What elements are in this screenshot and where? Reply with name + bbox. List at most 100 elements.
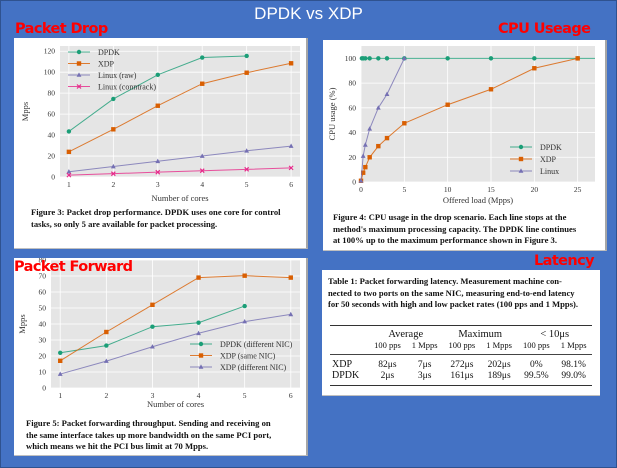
x-tick-label: 20 xyxy=(531,185,539,194)
series-linux-raw- xyxy=(66,143,294,174)
data-point xyxy=(244,53,249,59)
data-point xyxy=(518,168,524,173)
data-point xyxy=(196,320,201,325)
data-point xyxy=(242,273,247,278)
series-linux xyxy=(358,55,407,183)
table-row: DPDK 2μs 3μs 161μs 189μs 99.5% 99.0% xyxy=(330,370,592,386)
table-cell: 99.5% xyxy=(517,370,556,386)
data-point xyxy=(244,166,250,172)
panel-cpu-usage: 0 5 10 15 20 25 0 20 40 60 80 100 Offered load (Mpps… xyxy=(323,40,607,251)
row-header: XDP xyxy=(332,359,353,370)
data-point xyxy=(66,149,72,155)
data-point xyxy=(358,178,364,183)
data-point xyxy=(367,56,372,61)
caption-line: Figure 3: Packet drop performance. DPDK … xyxy=(31,207,281,217)
table-cell: 99.0% xyxy=(555,370,592,386)
subheader: 1 Mpps xyxy=(480,340,518,355)
x-tick-label: 1 xyxy=(67,180,71,189)
subheader: 100 pps xyxy=(517,340,556,355)
legend-item: DPDK (different NIC) xyxy=(190,340,293,349)
legend-label: XDP (same NIC) xyxy=(220,352,276,361)
data-point xyxy=(384,135,390,141)
data-point xyxy=(360,153,366,158)
y-tick-label: 60 xyxy=(48,110,56,119)
data-point xyxy=(445,56,450,61)
data-point xyxy=(288,143,294,148)
caption-fig3: Figure 3: Packet drop performance. DPDK … xyxy=(31,207,303,230)
x-tick-label: 6 xyxy=(289,180,293,189)
data-point xyxy=(199,153,205,158)
legend: DPDK XDP Linux xyxy=(510,143,562,176)
marker-stroke xyxy=(76,84,82,89)
data-point xyxy=(66,169,72,174)
data-point xyxy=(360,170,366,175)
data-point xyxy=(76,72,82,77)
table-cell: 161μs xyxy=(442,370,481,386)
legend-label: Linux xyxy=(540,167,559,176)
data-point xyxy=(58,358,63,363)
data-point xyxy=(518,144,524,150)
table-cell: 98.1% xyxy=(561,359,586,370)
caption-line: Figure 5: Packet forwarding throughput. … xyxy=(26,418,271,428)
legend-item: DPDK xyxy=(68,48,120,57)
legend-item: Linux (conntrack) xyxy=(68,83,156,92)
x-tick-label: 3 xyxy=(151,391,155,400)
y-tick-label: 70 xyxy=(39,272,47,281)
x-tick-label: 15 xyxy=(487,185,495,194)
data-point xyxy=(198,341,204,347)
y-tick-label: 10 xyxy=(39,368,47,377)
data-point xyxy=(288,275,293,280)
data-point xyxy=(518,156,524,162)
slide-title: DPDK vs XDP xyxy=(254,4,363,23)
data-point xyxy=(288,165,294,171)
data-point xyxy=(155,169,161,175)
legend: DPDK XDP Linux (raw) Linux (conntrack) xyxy=(68,48,156,92)
x-tick-label: 5 xyxy=(245,180,249,189)
panel-packet-forward: 1 2 3 4 5 6 0 10 20 30 40 50 60 70 80 Number of cores Mp… xyxy=(14,258,308,456)
chart-cpu-usage: 0 5 10 15 20 25 0 20 40 60 80 100 Offered load (Mpps… xyxy=(327,46,595,205)
x-axis-label: Offered load (Mpps) xyxy=(443,195,513,205)
series-xdp-same-nic- xyxy=(58,273,293,363)
caption-line: which means we hit the PCI bus limit at … xyxy=(26,441,209,451)
data-point xyxy=(104,343,109,348)
data-point xyxy=(150,302,155,307)
table-cell: 3μs xyxy=(406,370,443,386)
caption-line: the same interface takes up more bandwid… xyxy=(26,429,272,440)
group-header-under-10us: < 10μs xyxy=(540,329,570,340)
data-point xyxy=(402,121,407,126)
data-point xyxy=(288,311,294,317)
x-tick-label: 0 xyxy=(359,185,363,194)
table-cell: 0% xyxy=(530,359,543,370)
table-cell: 2μs xyxy=(368,370,407,386)
y-tick-label: 80 xyxy=(48,89,56,98)
data-point xyxy=(384,56,390,61)
y-tick-label: 30 xyxy=(39,336,47,345)
marker-stroke xyxy=(244,166,250,172)
data-point xyxy=(199,168,205,174)
data-point xyxy=(244,70,249,75)
data-point xyxy=(488,56,494,61)
data-point xyxy=(198,353,204,358)
section-label-packet-drop: Packet Drop xyxy=(15,21,108,37)
legend-item: Linux xyxy=(510,167,559,176)
data-point xyxy=(111,96,116,102)
group-header-maximum: Maximum xyxy=(458,329,503,340)
caption-line: for 50 seconds with high and low packet … xyxy=(328,299,579,309)
data-point xyxy=(57,371,63,376)
legend-item: DPDK xyxy=(510,143,562,152)
caption-line: tasks, so only 5 are available for packe… xyxy=(31,218,218,229)
y-axis-label: Mpps xyxy=(17,314,27,333)
series-xdp-different-nic- xyxy=(57,311,294,376)
series-dpdk-different-nic- xyxy=(58,303,247,355)
legend-label: Linux (conntrack) xyxy=(98,83,156,92)
table-cell: 82μs xyxy=(378,359,397,370)
data-point xyxy=(532,56,537,61)
x-tick-label: 5 xyxy=(402,185,406,194)
marker-stroke xyxy=(110,171,116,177)
series-line xyxy=(68,145,292,173)
y-tick-label: 0 xyxy=(352,178,356,187)
data-point xyxy=(66,172,72,178)
series-line xyxy=(59,275,291,362)
series-xdp xyxy=(358,56,580,183)
